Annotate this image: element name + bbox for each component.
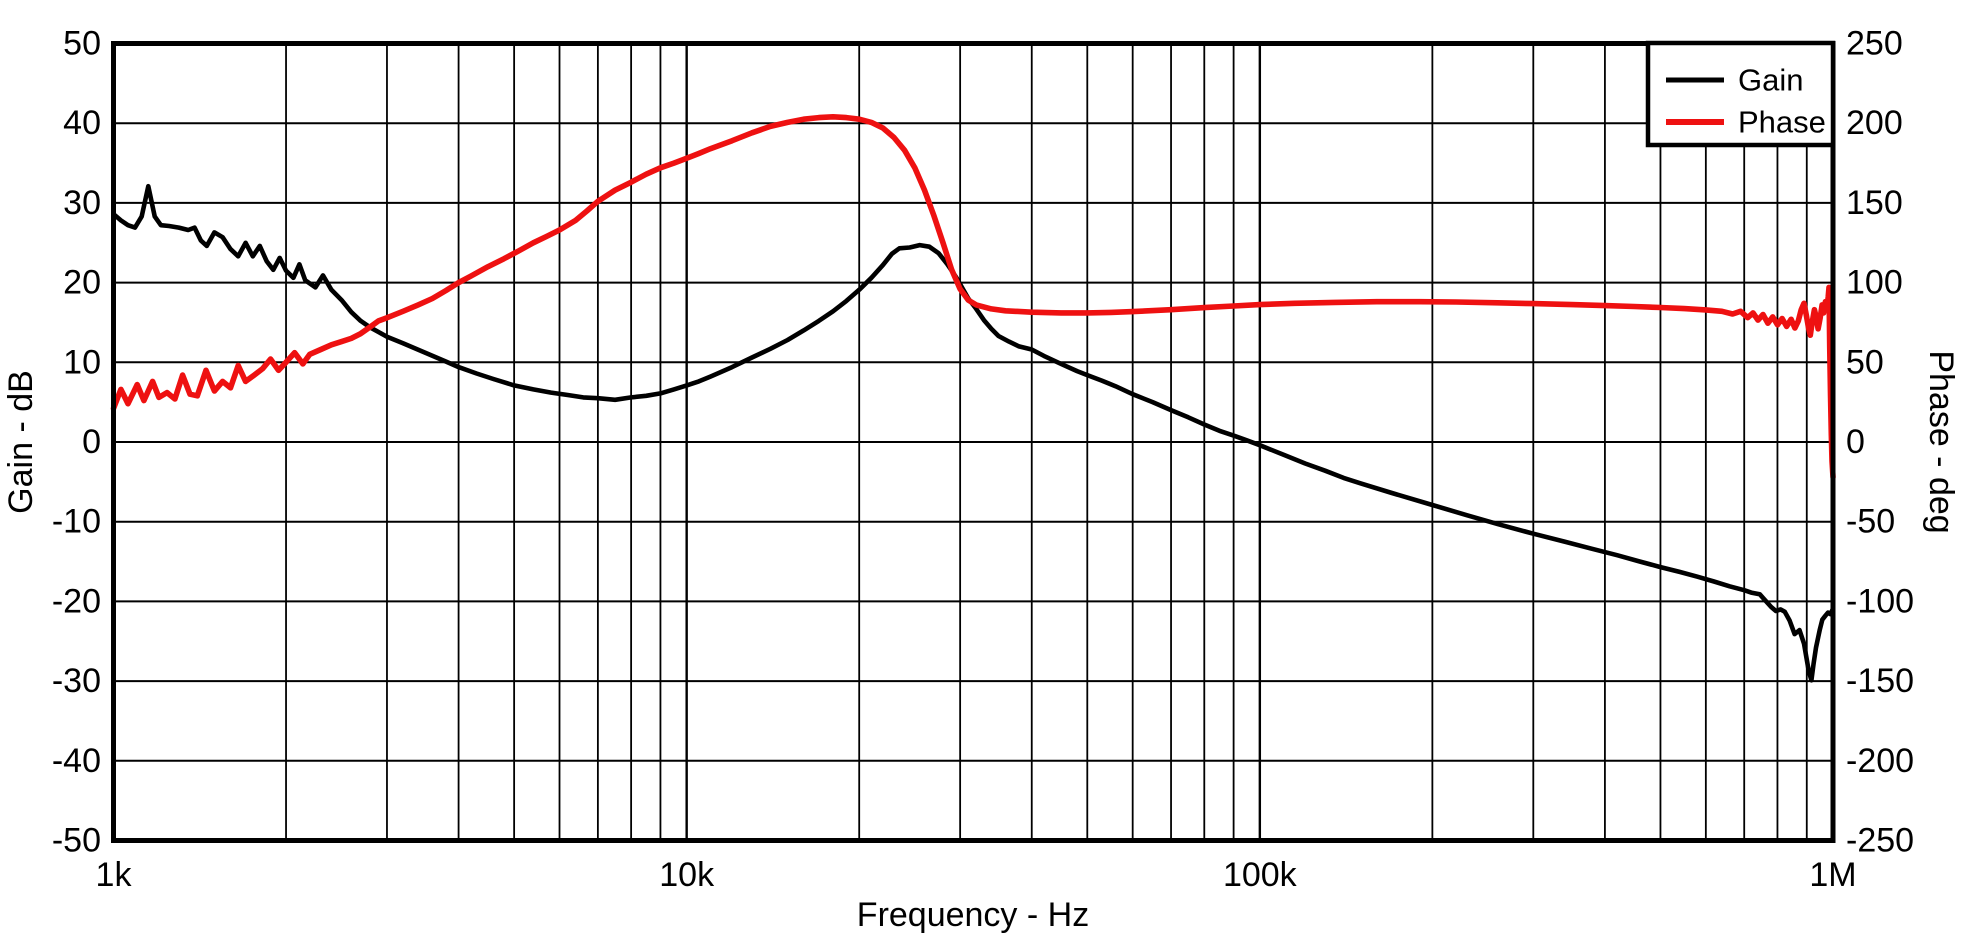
y-right-tick-label: -250 xyxy=(1846,822,1914,860)
legend-box xyxy=(1645,40,1836,148)
phase-curve xyxy=(110,114,1836,480)
y-right-tick-label: -200 xyxy=(1846,742,1914,780)
y-right-tick-label: -100 xyxy=(1846,582,1914,620)
y-right-tick-label: -150 xyxy=(1846,662,1914,700)
y-right-tick-label: 50 xyxy=(1846,343,1884,381)
x-tick-label: 10k xyxy=(659,856,715,894)
y-right-tick-label: 200 xyxy=(1846,104,1903,142)
gridlines xyxy=(113,43,1833,841)
y-left-tick-label: -10 xyxy=(52,503,101,541)
x-tick-label: 1k xyxy=(96,856,133,894)
y-right-tick-label: -50 xyxy=(1846,503,1895,541)
y-right-axis-title: Phase - deg xyxy=(1922,350,1960,533)
y-left-tick-label: 40 xyxy=(63,104,101,142)
y-right-tick-label: 0 xyxy=(1846,423,1865,461)
plot-border xyxy=(111,41,1836,843)
y-left-axis-title: Gain - dB xyxy=(2,370,40,514)
y-right-tick-label: 150 xyxy=(1846,184,1903,222)
y-left-tick-label: -30 xyxy=(52,662,101,700)
gain-curve xyxy=(111,183,1836,683)
y-left-tick-label: -50 xyxy=(52,822,101,860)
curves xyxy=(110,114,1836,683)
y-left-tick-labels: 50 40 30 20 10 0 -10 -20 -30 -40 -50 xyxy=(52,25,101,860)
y-left-tick-label: 0 xyxy=(82,423,101,461)
x-axis-title: Frequency - Hz xyxy=(857,896,1089,933)
y-right-tick-labels: 250 200 150 100 50 0 -50 -100 -150 -200 -250 xyxy=(1846,25,1914,860)
y-left-tick-label: 20 xyxy=(63,264,101,302)
x-tick-label: 1M xyxy=(1809,856,1856,894)
y-left-tick-label: -20 xyxy=(52,582,101,620)
x-tick-labels: 1k 10k 100k 1M xyxy=(96,856,1857,894)
y-left-tick-label: -40 xyxy=(52,742,101,780)
y-left-tick-label: 10 xyxy=(63,343,101,381)
y-right-tick-label: 100 xyxy=(1846,264,1903,302)
y-left-tick-label: 50 xyxy=(63,25,101,63)
legend-label-gain: Gain xyxy=(1738,63,1803,98)
legend-label-phase: Phase xyxy=(1738,105,1826,140)
x-tick-label: 100k xyxy=(1223,856,1298,894)
legend: Gain Phase xyxy=(1645,40,1836,148)
y-left-tick-label: 30 xyxy=(63,184,101,222)
y-right-tick-label: 250 xyxy=(1846,25,1903,63)
